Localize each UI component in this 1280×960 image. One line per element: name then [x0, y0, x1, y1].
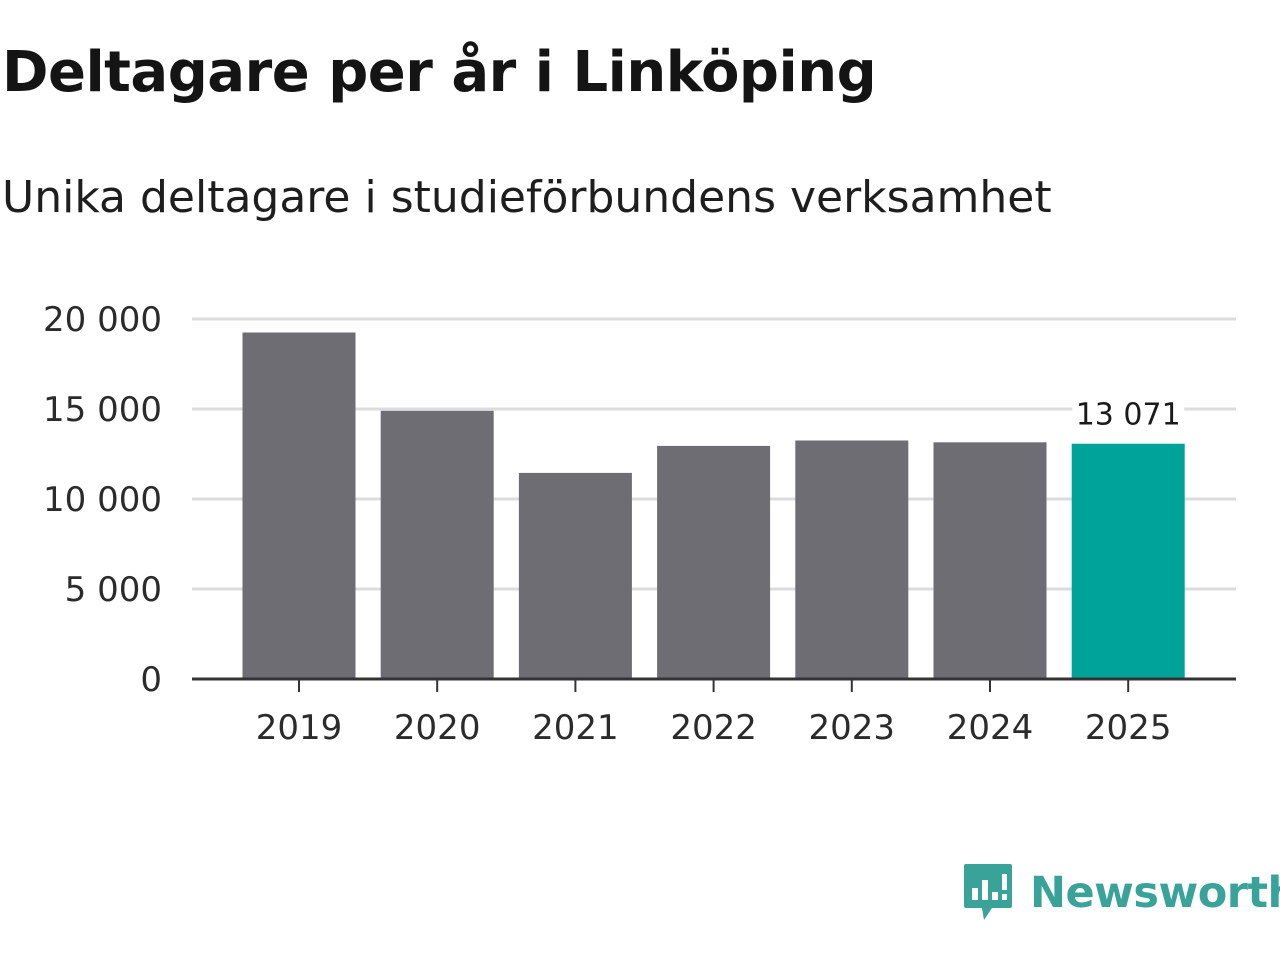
- x-tick-label: 2021: [532, 708, 619, 748]
- bar-2022: [657, 445, 771, 679]
- bar-2025: [1071, 443, 1185, 679]
- y-axis-ticks: 0 5 000 10 000 15 000 20 000: [43, 300, 162, 700]
- x-axis-ticks: 2019 2020 2021 2022 2023 2024 2025: [256, 679, 1172, 748]
- logo-text: Newsworthy: [1030, 868, 1280, 918]
- highlight-value-label: 13 071: [1076, 398, 1181, 433]
- bar-2024: [933, 442, 1047, 679]
- bar-2021: [518, 472, 632, 679]
- value-labels: 13 071: [1072, 395, 1185, 433]
- chart-title: Deltagare per år i Linköping: [2, 40, 877, 105]
- y-tick-label: 20 000: [43, 300, 162, 340]
- bar-chart-speech-bubble-icon: [964, 864, 1012, 920]
- y-tick-label: 15 000: [43, 390, 162, 430]
- x-tick-label: 2024: [947, 708, 1034, 748]
- y-tick-label: 10 000: [43, 480, 162, 520]
- newsworthy-logo: Newsworthy: [962, 862, 1280, 924]
- bar-2023: [795, 440, 909, 679]
- bar-2019: [242, 332, 356, 679]
- x-tick-label: 2019: [256, 708, 343, 748]
- x-tick-label: 2020: [394, 708, 481, 748]
- y-tick-label: 0: [140, 660, 162, 700]
- bar-2020: [380, 410, 494, 679]
- x-tick-label: 2025: [1085, 708, 1172, 748]
- chart-subtitle: Unika deltagare i studieförbundens verks…: [2, 172, 1052, 223]
- value-label-backdrop: [1072, 395, 1185, 432]
- bars: [242, 332, 1185, 679]
- y-tick-label: 5 000: [65, 570, 162, 610]
- x-tick-label: 2022: [670, 708, 757, 748]
- x-tick-label: 2023: [809, 708, 896, 748]
